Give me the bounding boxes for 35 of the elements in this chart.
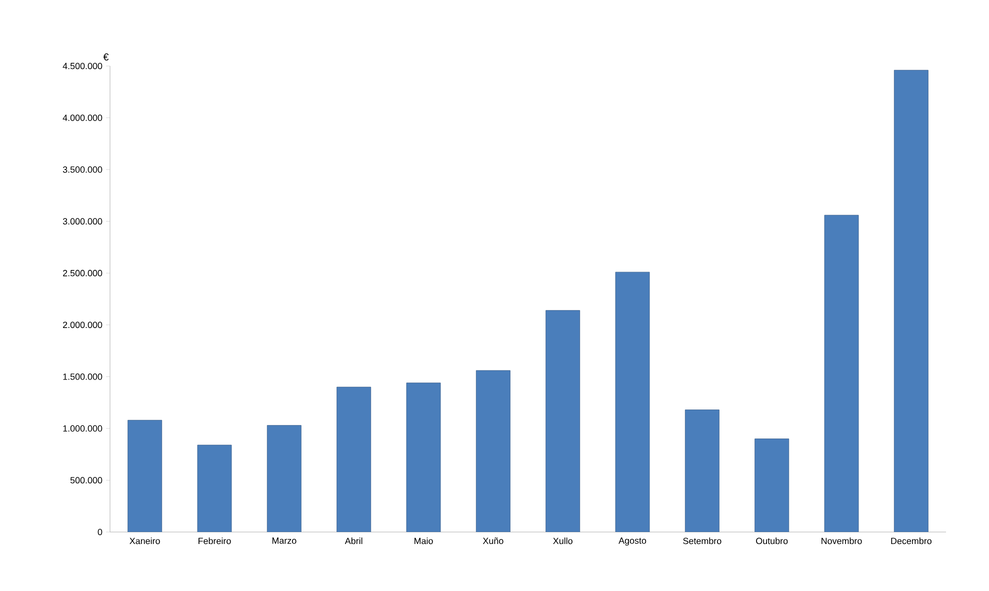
x-tick-label: Abril: [344, 538, 362, 544]
x-tick-label: Marzo: [272, 538, 296, 544]
bar: [894, 70, 928, 532]
y-tick-label: 1.500.000: [63, 373, 102, 380]
bar: [615, 272, 650, 532]
bar: [197, 444, 232, 532]
y-tick-label: 500.000: [70, 477, 102, 484]
x-tick-label: Agosto: [618, 538, 646, 546]
bar: [266, 425, 302, 532]
x-tick-label: Novembro: [822, 538, 862, 544]
x-tick-label: Maio: [414, 538, 433, 544]
y-tick-label: 3.500.000: [62, 166, 102, 173]
bar: [406, 382, 441, 532]
y-tick-label: 3.000.000: [62, 218, 102, 225]
y-axis-title: €: [103, 53, 109, 60]
y-tick-label: 1.000.000: [63, 425, 102, 432]
y-tick-label: 2.500.000: [63, 270, 102, 276]
bar: [476, 370, 510, 532]
y-tick-label: 0: [98, 528, 102, 536]
bar: [684, 410, 720, 532]
x-tick-label: Setembro: [683, 538, 722, 544]
x-tick-label: Xullo: [553, 538, 572, 544]
x-tick-label: Febreiro: [198, 538, 231, 544]
bar: [128, 420, 162, 532]
bar: [824, 214, 859, 532]
x-tick-label: Xaneiro: [130, 538, 160, 544]
bar: [336, 386, 372, 532]
y-tick-label: 2.000.000: [63, 322, 102, 328]
x-tick-label: Xuño: [482, 538, 504, 544]
x-tick-label: Decembro: [891, 538, 932, 544]
y-tick-label: 4.500.000: [62, 62, 102, 70]
x-tick-label: Outubro: [756, 538, 788, 544]
bar: [754, 438, 790, 532]
y-tick-label: 4.000.000: [62, 114, 102, 121]
bar: [546, 310, 580, 532]
